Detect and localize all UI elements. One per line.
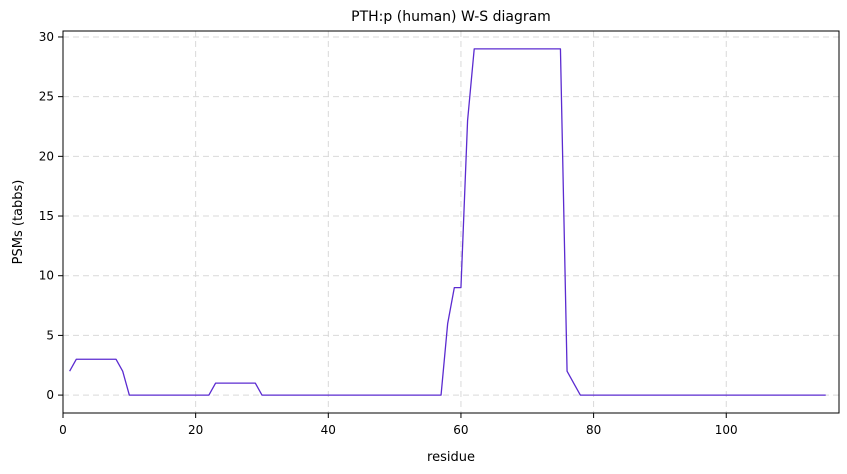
x-tick-label: 0: [59, 423, 67, 437]
grid: [62, 31, 839, 413]
chart-title: PTH:p (human) W-S diagram: [351, 9, 551, 25]
x-tick-label: 60: [453, 423, 468, 437]
y-tick-label: 5: [46, 328, 54, 342]
ticks: 0 20 40 60 80 100 0 5 10 15 20 25 30: [39, 30, 738, 437]
series-layer: [69, 48, 826, 396]
x-tick-label: 40: [321, 423, 336, 437]
series-line-1: [69, 48, 826, 396]
y-tick-label: 15: [39, 209, 54, 223]
x-axis-label: residue: [427, 450, 475, 465]
plot-frame: [62, 30, 840, 414]
y-tick-label: 10: [39, 269, 54, 283]
y-tick-label: 0: [46, 388, 54, 402]
y-tick-label: 30: [39, 30, 54, 44]
y-axis-label: PSMs (tabbs): [11, 180, 26, 265]
y-tick-label: 25: [39, 90, 54, 104]
x-tick-label: 100: [715, 423, 738, 437]
x-tick-label: 80: [586, 423, 601, 437]
y-tick-label: 20: [39, 149, 54, 163]
x-tick-label: 20: [188, 423, 203, 437]
